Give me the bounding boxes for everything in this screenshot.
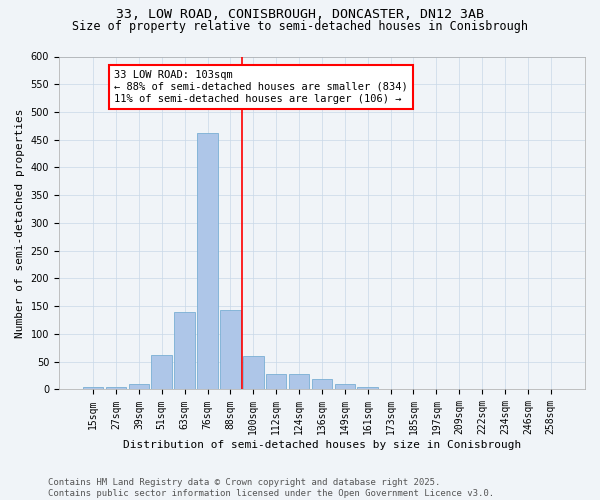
Bar: [243, 356, 263, 390]
Bar: [289, 374, 310, 390]
X-axis label: Distribution of semi-detached houses by size in Conisbrough: Distribution of semi-detached houses by …: [123, 440, 521, 450]
Bar: [403, 389, 424, 390]
Bar: [335, 384, 355, 390]
Bar: [380, 389, 401, 390]
Bar: [266, 374, 286, 390]
Bar: [220, 310, 241, 390]
Text: Size of property relative to semi-detached houses in Conisbrough: Size of property relative to semi-detach…: [72, 20, 528, 33]
Bar: [151, 355, 172, 390]
Y-axis label: Number of semi-detached properties: Number of semi-detached properties: [15, 108, 25, 338]
Bar: [197, 132, 218, 390]
Bar: [358, 386, 378, 390]
Bar: [311, 380, 332, 390]
Bar: [472, 389, 493, 390]
Text: 33, LOW ROAD, CONISBROUGH, DONCASTER, DN12 3AB: 33, LOW ROAD, CONISBROUGH, DONCASTER, DN…: [116, 8, 484, 20]
Text: Contains HM Land Registry data © Crown copyright and database right 2025.
Contai: Contains HM Land Registry data © Crown c…: [48, 478, 494, 498]
Bar: [128, 384, 149, 390]
Bar: [83, 386, 103, 390]
Bar: [541, 389, 561, 390]
Text: 33 LOW ROAD: 103sqm
← 88% of semi-detached houses are smaller (834)
11% of semi-: 33 LOW ROAD: 103sqm ← 88% of semi-detach…: [114, 70, 407, 104]
Bar: [106, 388, 126, 390]
Bar: [175, 312, 195, 390]
